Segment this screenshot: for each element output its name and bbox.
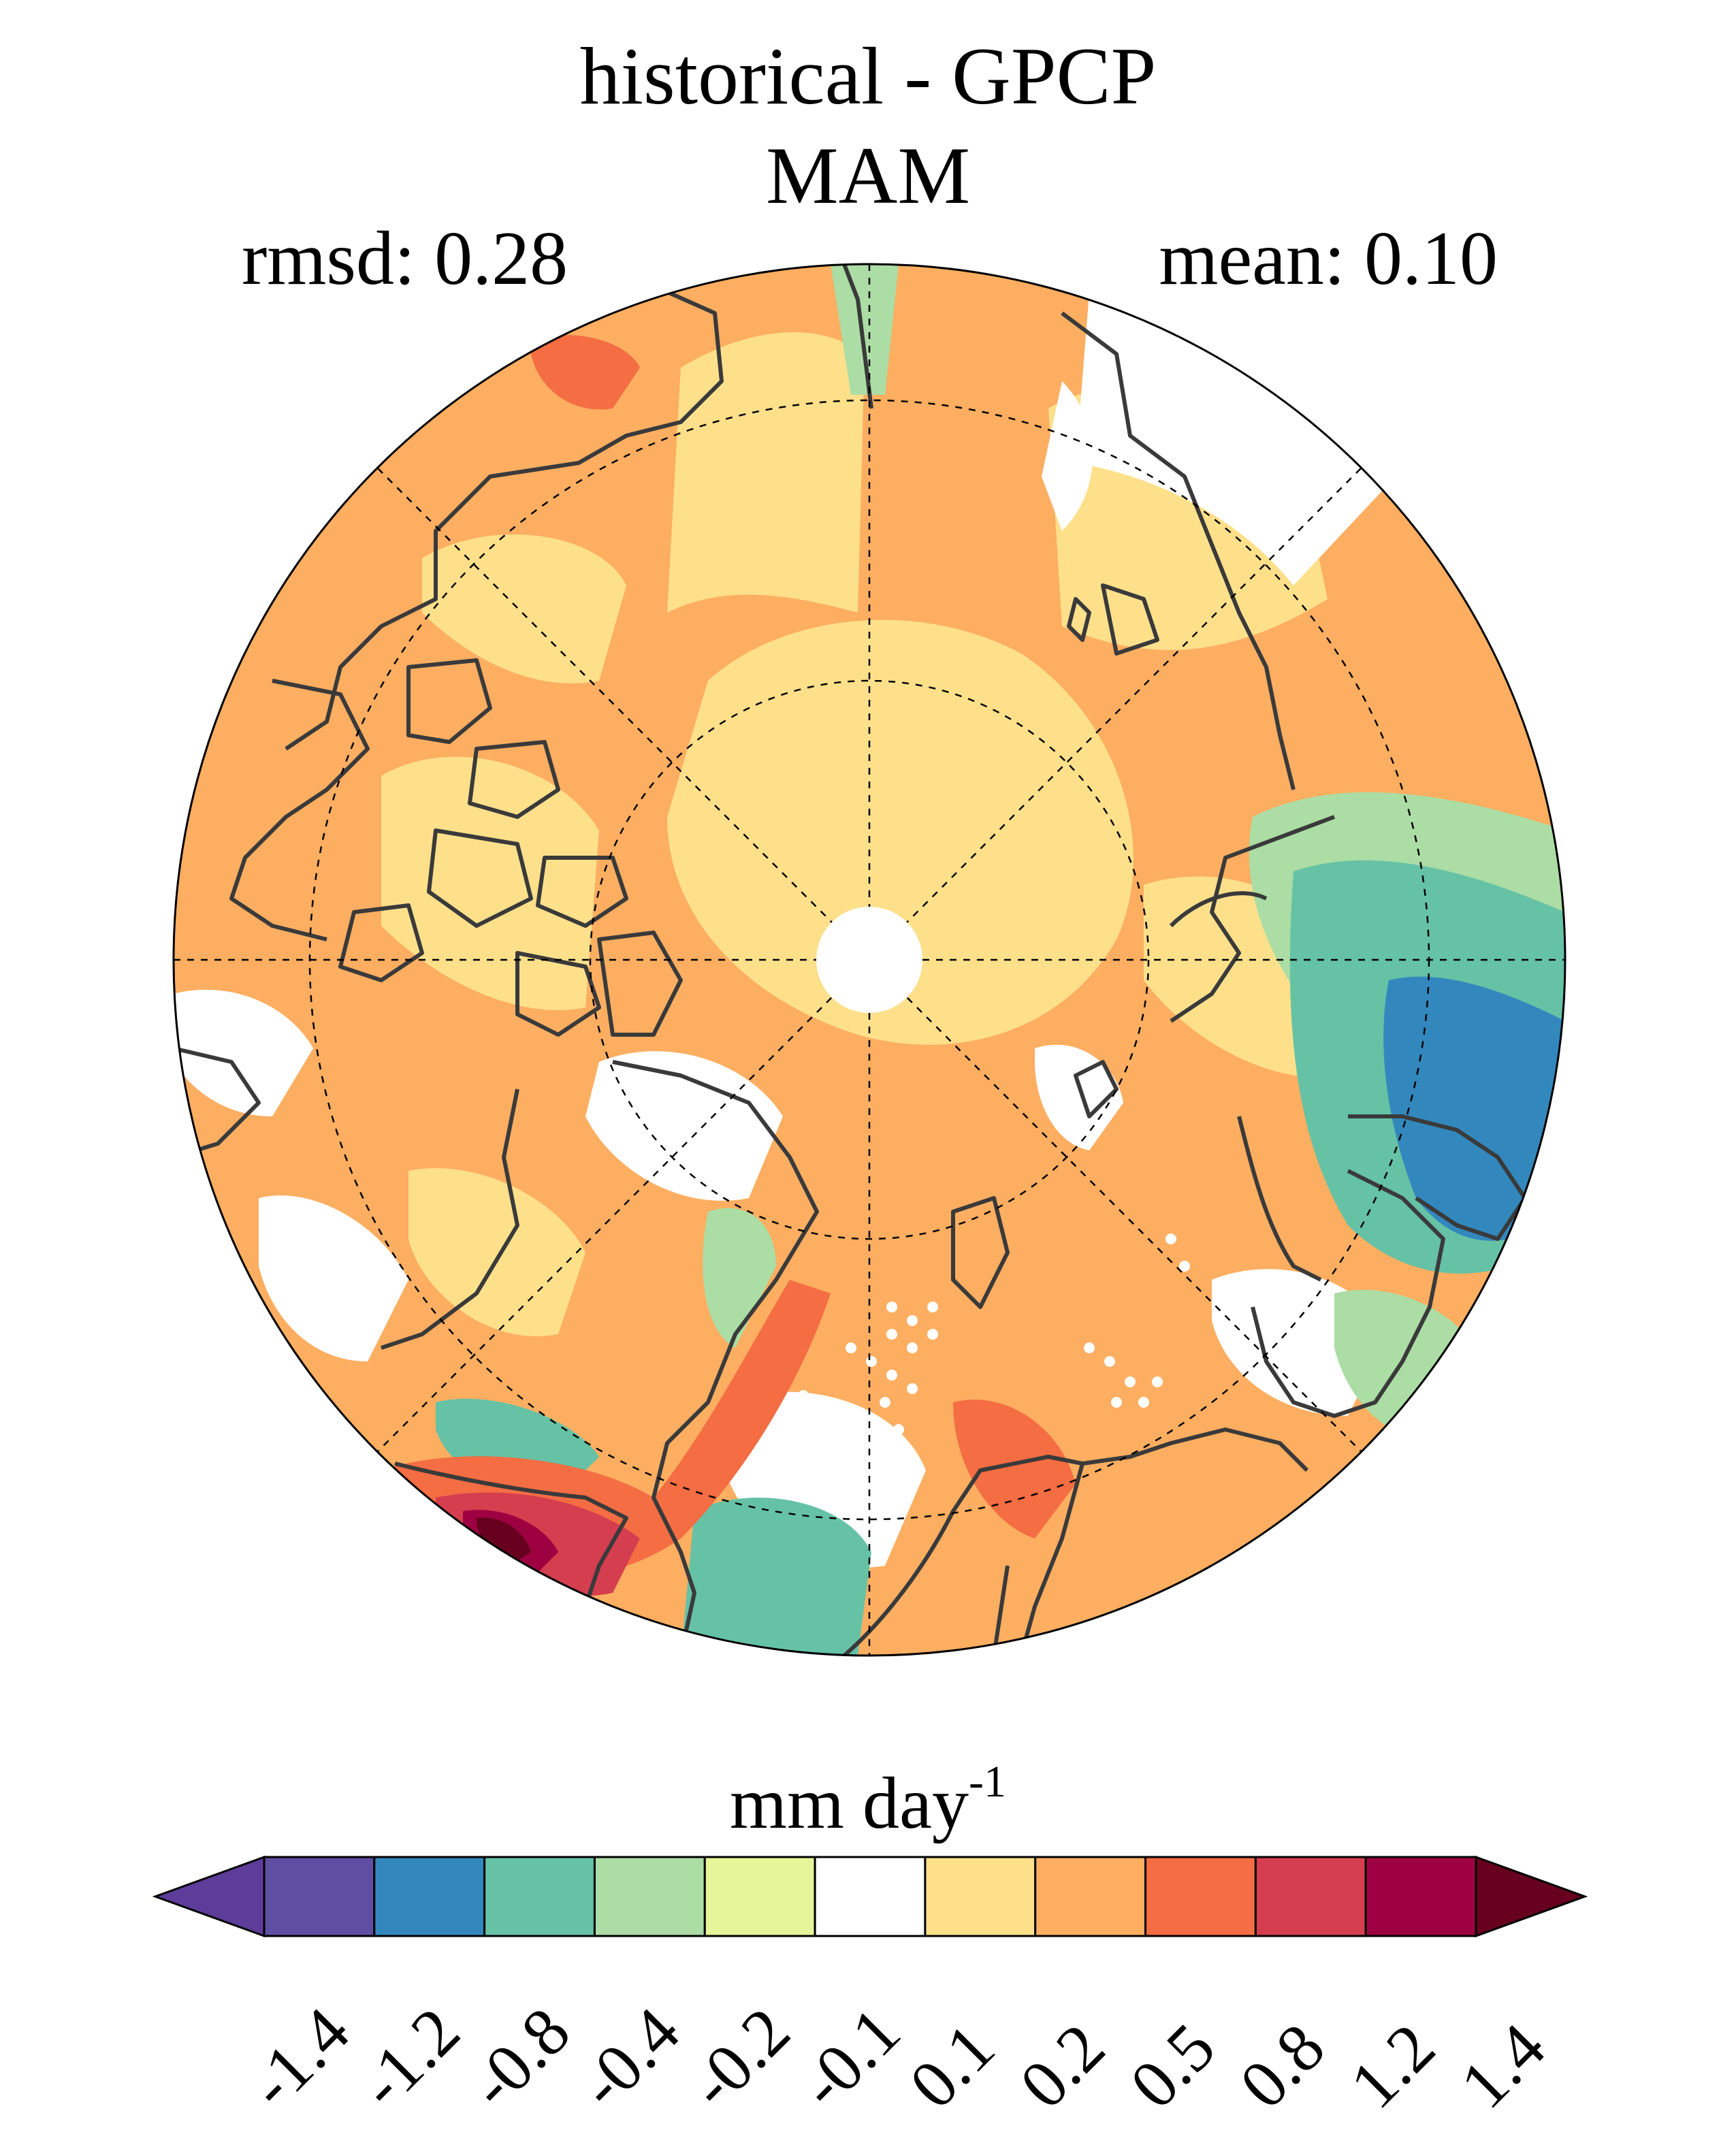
field-white-sw-inner bbox=[585, 1051, 783, 1201]
colorbar-extend-high bbox=[1475, 1855, 1588, 1938]
colorbar-box bbox=[593, 1856, 706, 1937]
figure-season: MAM bbox=[765, 130, 971, 221]
field-maroon-sw bbox=[477, 1517, 531, 1566]
colorbar-box bbox=[1364, 1856, 1477, 1937]
field-light-orange-north bbox=[667, 332, 865, 613]
field-white-west bbox=[174, 989, 313, 1116]
colorbar-box bbox=[1034, 1856, 1147, 1937]
colorbar-units: mm day-1 bbox=[0, 1760, 1736, 1841]
colorbar-box bbox=[373, 1856, 486, 1937]
field-green-north bbox=[831, 264, 899, 395]
field-blue-east bbox=[1383, 976, 1565, 1241]
field-light-orange-sw bbox=[408, 1168, 585, 1337]
mean-label: mean: 0.10 bbox=[1159, 216, 1498, 301]
coastlines bbox=[174, 264, 1527, 1656]
units-exponent: -1 bbox=[968, 1757, 1006, 1807]
colorbar-box bbox=[263, 1856, 376, 1937]
field-white-sw bbox=[259, 1195, 408, 1361]
field-light-orange-center bbox=[667, 619, 1134, 1045]
map-boundary bbox=[172, 263, 1566, 1657]
colorbar-box bbox=[483, 1856, 596, 1937]
colorbar-box bbox=[1254, 1856, 1367, 1937]
figure-title: historical - GPCP bbox=[579, 31, 1157, 121]
rmsd-label: rmsd: 0.28 bbox=[242, 216, 568, 301]
field-white-ne bbox=[1076, 293, 1396, 585]
field-green-sw-inner bbox=[703, 1208, 776, 1348]
colorbar-box bbox=[703, 1856, 816, 1937]
colorbar bbox=[152, 1855, 1588, 1938]
field-red-south bbox=[953, 1400, 1076, 1538]
field-light-orange-nw bbox=[422, 534, 626, 683]
colorbar-box bbox=[924, 1856, 1037, 1937]
colorbar-extend-low bbox=[152, 1855, 266, 1938]
field-teal-south bbox=[681, 1498, 871, 1656]
colorbar-box bbox=[1144, 1856, 1257, 1937]
field-red-north bbox=[531, 335, 640, 410]
field-white-ne-inner bbox=[1042, 381, 1093, 531]
pole-hole bbox=[816, 907, 922, 1013]
map-field bbox=[174, 264, 1565, 1656]
field-white-svalbard bbox=[1035, 1044, 1123, 1150]
field-light-orange-west bbox=[381, 756, 599, 1010]
colorbar-box bbox=[814, 1856, 927, 1937]
units-main: mm day bbox=[730, 1763, 969, 1844]
